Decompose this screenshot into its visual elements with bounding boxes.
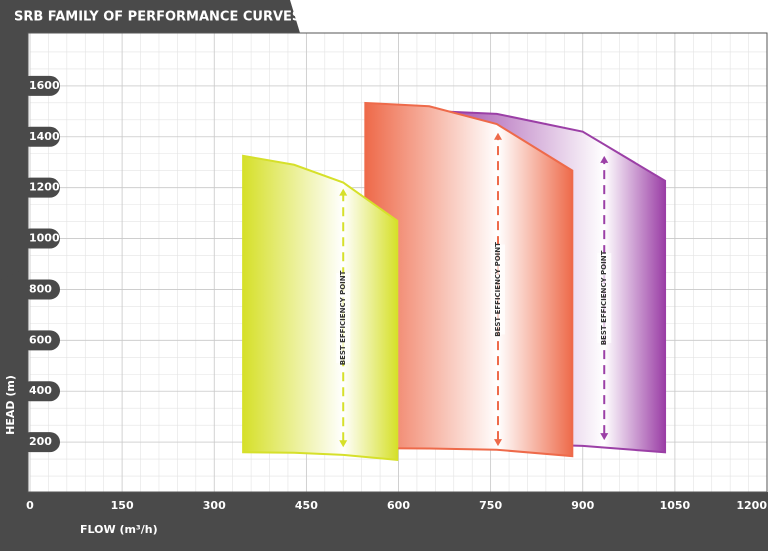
title-tab [0, 0, 300, 33]
x-tick-label: 900 [571, 499, 594, 512]
bep-label: BEST EFFICIENCY POINT [339, 270, 347, 365]
x-tick-label: 450 [295, 499, 318, 512]
bep-label: BEST EFFICIENCY POINT [600, 250, 608, 345]
x-tick-label: 1050 [660, 499, 691, 512]
y-tick-tab [20, 381, 60, 402]
y-tick-label: 1600 [29, 79, 60, 92]
y-tick-tab [20, 432, 60, 453]
bep-label-bg [490, 244, 505, 335]
y-axis-title: HEAD (m) [4, 375, 17, 435]
y-tick-label: 200 [29, 435, 52, 448]
y-tick-tab [20, 279, 60, 300]
x-tick-label: 150 [111, 499, 134, 512]
y-tick-tab [20, 75, 60, 96]
x-tick-label: 750 [479, 499, 502, 512]
y-tick-tab [20, 228, 60, 249]
y-tick-label: 400 [29, 384, 52, 397]
left-lower-band [0, 270, 22, 492]
bep-arrowhead [600, 155, 609, 163]
bep-label: BEST EFFICIENCY POINT [494, 242, 502, 337]
y-tick-label: 1200 [29, 181, 60, 194]
bep-arrowhead [493, 439, 502, 447]
plot-frame [27, 32, 768, 493]
y-tick-label: 1400 [29, 130, 60, 143]
x-tick-label: 0 [26, 499, 34, 512]
bep-arrowhead [600, 433, 609, 441]
x-axis-title: FLOW (m³/h) [80, 523, 158, 536]
y-tick-tab [20, 126, 60, 147]
y-tick-label: 1000 [29, 232, 60, 245]
bep-label-bg [336, 272, 351, 363]
performance-band [242, 154, 399, 462]
x-tick-label: 600 [387, 499, 410, 512]
bottom-band [0, 492, 768, 551]
bep-arrowhead [339, 440, 348, 448]
bep-arrowhead [339, 188, 348, 196]
y-tick-tab [20, 177, 60, 198]
chart-title: SRB FAMILY OF PERFORMANCE CURVES [14, 10, 301, 25]
bep-arrowhead [493, 132, 502, 140]
y-tick-label: 600 [29, 333, 52, 346]
x-tick-label: 1200 [736, 499, 767, 512]
y-tick-label: 800 [29, 282, 52, 295]
bep-label-bg [597, 252, 612, 343]
y-tick-tab [20, 330, 60, 351]
x-tick-label: 300 [203, 499, 226, 512]
